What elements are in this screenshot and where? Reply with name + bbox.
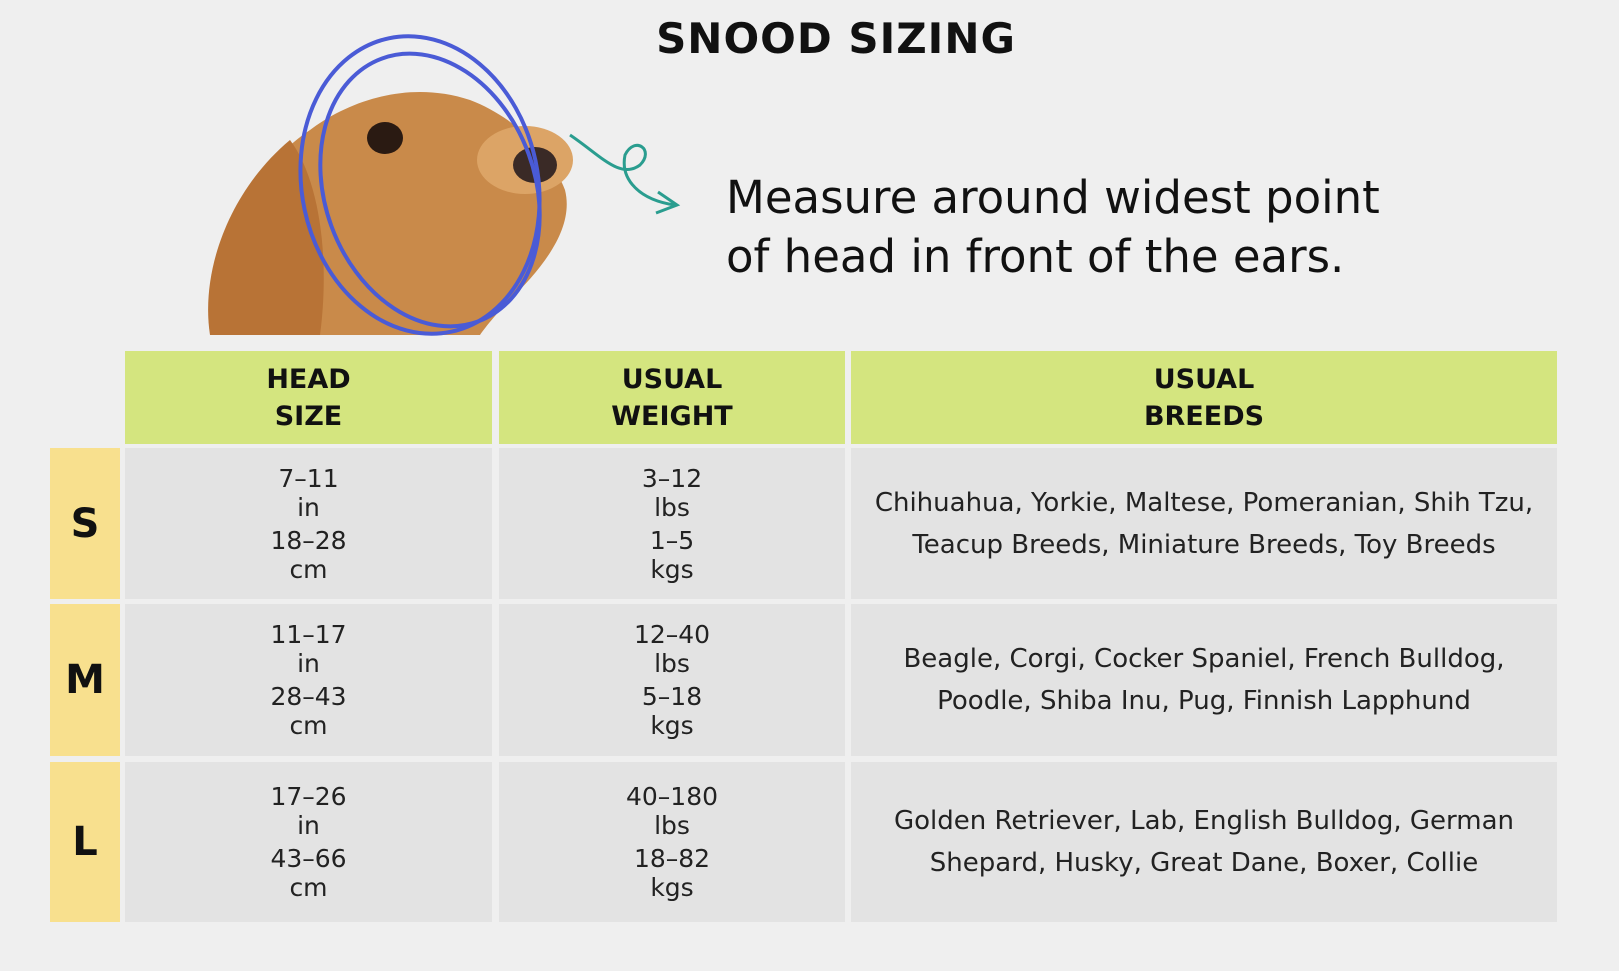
breeds-cell: Beagle, Corgi, Cocker Spaniel, French Bu…	[851, 604, 1557, 756]
value-group: 43–66 cm	[270, 844, 346, 902]
weight-cell: 3–12 lbs 1–5 kgs	[499, 448, 845, 599]
head-line: 18–28	[270, 525, 347, 555]
header-line: USUAL	[621, 363, 723, 395]
value-group: 5–18 kgs	[642, 682, 702, 740]
value-group: 18–82 kgs	[634, 844, 710, 902]
column-header: USUAL WEIGHT	[499, 351, 845, 444]
weight-line: kgs	[650, 873, 694, 902]
header-line: SIZE	[274, 400, 343, 432]
weight-line: 18–82	[633, 844, 711, 873]
value-group: 18–28 cm	[270, 526, 346, 584]
column-header: USUAL BREEDS	[851, 351, 1557, 444]
head-line: 43–66	[270, 844, 347, 873]
weight-line: lbs	[654, 649, 690, 678]
value-group: 28–43 cm	[270, 682, 346, 740]
value-group: 7–11 in	[278, 464, 338, 522]
arrow-head	[655, 190, 681, 215]
head-cell: 17–26 in 43–66 cm	[125, 762, 492, 922]
value-group: 11–17 in	[270, 620, 346, 678]
value-group: 3–12 lbs	[642, 464, 702, 522]
weight-cell: 12–40 lbs 5–18 kgs	[499, 604, 845, 756]
dog-illustration	[208, 34, 681, 336]
breeds-line: Chihuahua, Yorkie, Maltese, Pomeranian, …	[874, 487, 1534, 518]
weight-line: lbs	[654, 492, 690, 522]
dog-ear	[208, 140, 324, 335]
head-line: in	[297, 811, 320, 840]
head-line: in	[297, 492, 320, 522]
weight-line: 5–18	[641, 682, 703, 711]
measure-loop	[298, 34, 542, 336]
head-line: in	[297, 649, 320, 678]
value-group: 12–40 lbs	[634, 620, 710, 678]
title: SNOOD SIZING	[656, 14, 1016, 63]
head-line: 28–43	[270, 682, 347, 711]
head-cell: 11–17 in 28–43 cm	[125, 604, 492, 756]
instruction: Measure around widest point of head in fr…	[726, 168, 1380, 286]
weight-line: lbs	[654, 811, 690, 840]
size-label: S	[50, 448, 120, 599]
instruction-line: of head in front of the ears.	[726, 230, 1345, 283]
value-group: 1–5 kgs	[650, 526, 694, 584]
arrow	[569, 133, 676, 207]
head-line: cm	[289, 873, 328, 902]
weight-line: 1–5	[649, 525, 695, 555]
breeds-line: Golden Retriever, Lab, English Bulldog, …	[893, 806, 1515, 836]
header-line: BREEDS	[1143, 400, 1265, 432]
weight-line: 40–180	[625, 782, 719, 811]
weight-line: 12–40	[633, 620, 711, 649]
head-line: cm	[289, 554, 328, 584]
breeds-line: Beagle, Corgi, Cocker Spaniel, French Bu…	[903, 644, 1505, 674]
breeds-line: Poodle, Shiba Inu, Pug, Finnish Lapphund	[937, 686, 1471, 716]
breeds-cell: Golden Retriever, Lab, English Bulldog, …	[851, 762, 1557, 922]
head-cell: 7–11 in 18–28 cm	[125, 448, 492, 599]
instruction-line: Measure around widest point	[726, 171, 1380, 224]
size-label: L	[50, 762, 120, 922]
weight-line: kgs	[650, 711, 694, 740]
column-header: HEAD SIZE	[125, 351, 492, 444]
weight-line: kgs	[650, 554, 694, 584]
measure-loop	[318, 51, 542, 329]
header-line: WEIGHT	[611, 400, 733, 432]
head-line: cm	[289, 711, 328, 740]
head-line: 7–11	[278, 463, 339, 493]
breeds-line: Teacup Breeds, Miniature Breeds, Toy Bre…	[912, 529, 1496, 560]
value-group: 17–26 in	[270, 782, 346, 840]
head-line: 17–26	[270, 782, 347, 811]
size-label: M	[50, 604, 120, 756]
dog-eye	[367, 122, 403, 154]
breeds-cell: Chihuahua, Yorkie, Maltese, Pomeranian, …	[851, 448, 1557, 599]
breeds-line: Shepard, Husky, Great Dane, Boxer, Colli…	[929, 848, 1479, 878]
value-group: 40–180 lbs	[626, 782, 718, 840]
head-line: 11–17	[270, 620, 347, 649]
header-line: USUAL	[1153, 363, 1255, 395]
header-line: HEAD	[266, 363, 351, 395]
weight-cell: 40–180 lbs 18–82 kgs	[499, 762, 845, 922]
weight-line: 3–12	[641, 463, 703, 493]
